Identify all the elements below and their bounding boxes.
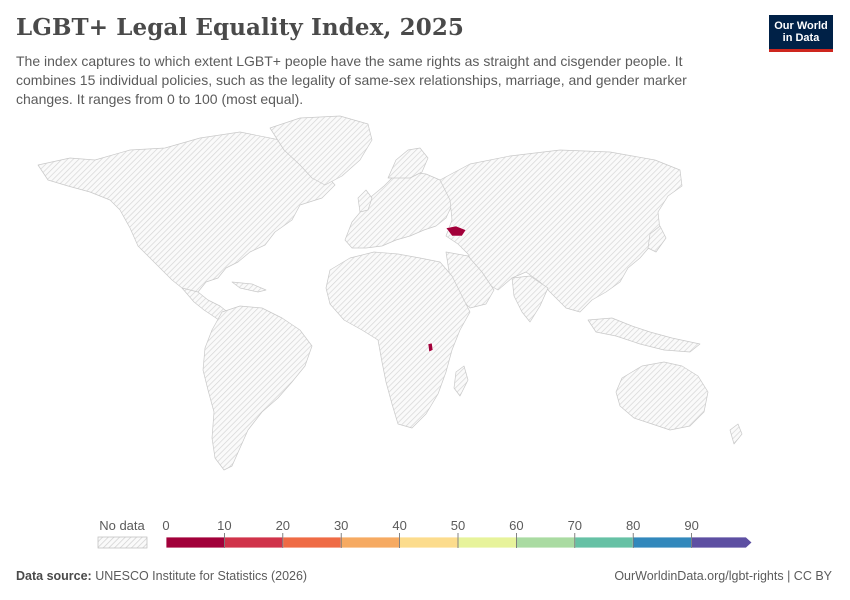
legend-no-data-swatch [97, 536, 148, 549]
greenland-landmass[interactable] [269, 115, 373, 186]
legend-bin-30-40[interactable] [340, 536, 401, 549]
legend-bin-10-20[interactable] [223, 536, 284, 549]
legend-bin-0-10[interactable] [165, 536, 225, 549]
logo-line-2: in Data [782, 32, 820, 44]
legend-bin-90-100[interactable] [691, 536, 753, 549]
owid-logo[interactable]: Our World in Data [769, 15, 833, 52]
georgia-region[interactable] [445, 225, 467, 237]
legend-bin-70-80[interactable] [574, 536, 634, 549]
data-source: Data source: UNESCO Institute for Statis… [16, 569, 307, 583]
africa-landmass[interactable] [325, 251, 471, 429]
southeast-asia-islands[interactable] [587, 317, 701, 353]
chart-title: LGBT+ Legal Equality Index, 2025 [16, 14, 465, 41]
logo-line-1: Our World [774, 20, 828, 32]
legend-bin-60-70[interactable] [516, 536, 576, 549]
scandinavia-landmass[interactable] [387, 147, 429, 179]
asia-landmass[interactable] [439, 149, 683, 313]
legend-tick-label: 10 [217, 518, 231, 533]
legend-bin-40-50[interactable] [399, 536, 459, 549]
legend-tick-label: 70 [568, 518, 582, 533]
legend-tick-label: 40 [392, 518, 406, 533]
south-america-landmass[interactable] [202, 305, 313, 471]
source-url-link[interactable]: OurWorldinData.org/lgbt-rights | CC BY [614, 569, 832, 583]
legend-tick-label: 30 [334, 518, 348, 533]
legend-no-data-label: No data [99, 518, 145, 533]
legend-tick-label: 50 [451, 518, 465, 533]
legend-bin-50-60[interactable] [457, 536, 517, 549]
legend-tick-label: 90 [684, 518, 698, 533]
new-zealand-landmass[interactable] [729, 423, 743, 445]
world-map[interactable] [0, 0, 850, 510]
legend-tick-label: 0 [162, 518, 169, 533]
caribbean-landmass[interactable] [231, 281, 267, 293]
chart-subtitle: The index captures to which extent LGBT+… [16, 53, 687, 107]
madagascar-landmass[interactable] [453, 365, 469, 397]
burundi-region[interactable] [427, 342, 434, 353]
india-landmass[interactable] [511, 275, 549, 323]
north-america-landmass[interactable] [37, 131, 336, 297]
australia-landmass[interactable] [615, 361, 709, 431]
legend-tick-label: 20 [276, 518, 290, 533]
legend-bin-20-30[interactable] [282, 536, 342, 549]
legend-tick-label: 60 [509, 518, 523, 533]
data-source-label: Data source: [16, 569, 92, 583]
uk-landmass[interactable] [357, 189, 373, 213]
legend-bin-80-90[interactable] [632, 536, 693, 549]
japan-landmass[interactable] [647, 225, 667, 253]
legend-tick-label: 80 [626, 518, 640, 533]
data-source-text: UNESCO Institute for Statistics (2026) [95, 569, 308, 583]
